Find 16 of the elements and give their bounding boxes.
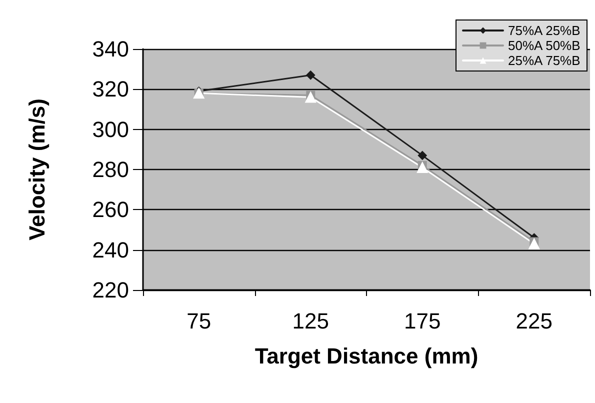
y-tick-label: 240	[92, 237, 129, 262]
y-tick-label: 260	[92, 197, 129, 222]
x-tick-label: 225	[516, 308, 552, 334]
x-tick-label: 75	[186, 308, 212, 334]
legend-label: 50%A 50%B	[508, 38, 580, 53]
y-axis-title: Velocity (m/s)	[24, 98, 50, 240]
y-tick-label: 340	[92, 36, 129, 62]
y-tick-label: 320	[92, 76, 129, 102]
y-tick-label: 280	[92, 157, 129, 182]
x-tick-label: 125	[292, 308, 329, 334]
y-tick-label: 220	[92, 278, 129, 302]
x-tick-label: 175	[404, 308, 441, 334]
legend-label: 25%A 75%B	[508, 53, 580, 68]
x-axis-title: Target Distance (mm)	[254, 344, 478, 368]
y-tick-label: 300	[92, 116, 129, 142]
legend-label: 75%A 25%B	[508, 23, 580, 38]
